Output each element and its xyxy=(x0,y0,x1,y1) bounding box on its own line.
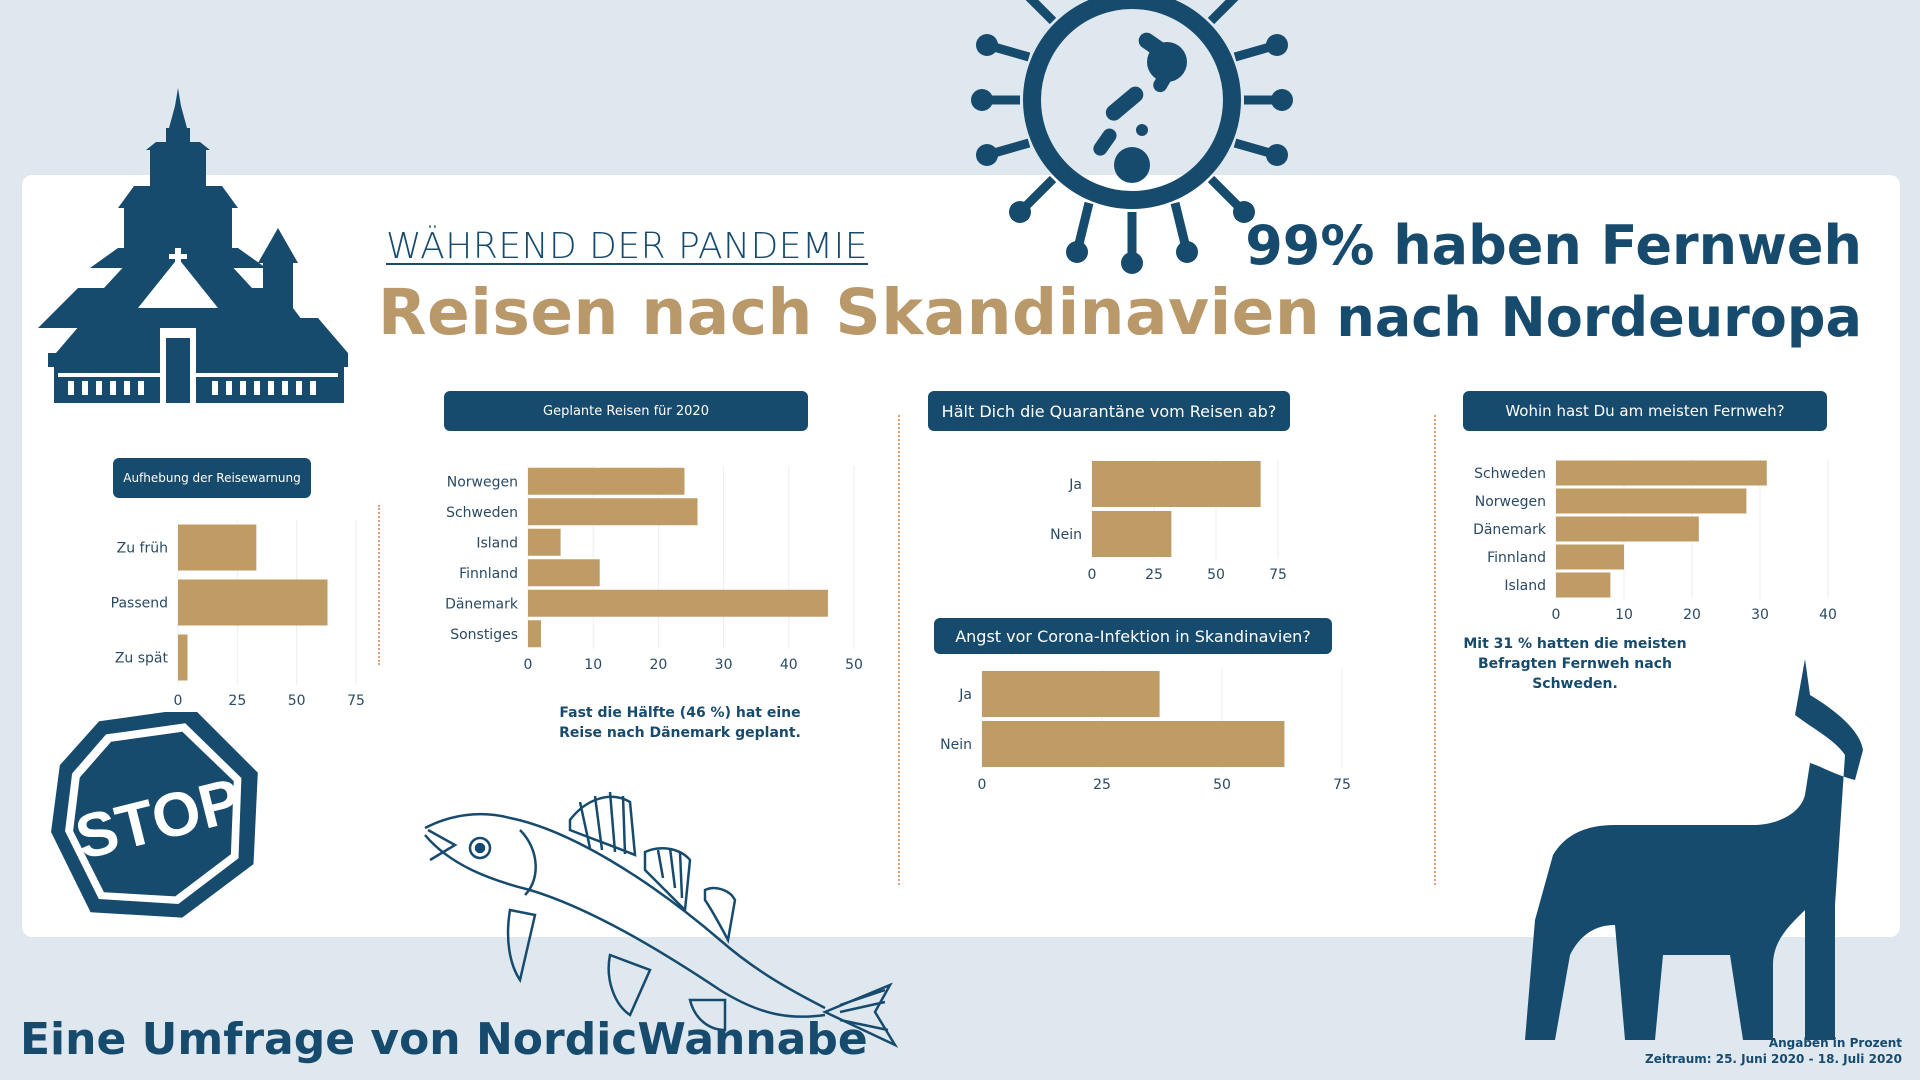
x-tick-label: 30 xyxy=(1751,607,1769,623)
category-label: Zu früh xyxy=(117,541,168,557)
bar-norwegen xyxy=(1556,488,1747,514)
survey-period: Zeitraum: 25. Juni 2020 - 18. Juli 2020 xyxy=(1645,1052,1902,1066)
unit-note: Angaben in Prozent xyxy=(1768,1036,1902,1050)
category-label: Finnland xyxy=(1487,550,1546,566)
bar-dänemark xyxy=(1556,516,1699,542)
category-label: Zu spät xyxy=(115,651,169,667)
note-line: Befragten Fernweh nach xyxy=(1478,656,1672,672)
chart-title-quarantaene: Hält Dich die Quarantäne vom Reisen ab? xyxy=(928,391,1290,431)
x-tick-label: 10 xyxy=(584,657,602,673)
note-line: Fast die Hälfte (46 %) hat eine xyxy=(559,705,801,721)
bar-norwegen xyxy=(528,467,685,495)
bar-island xyxy=(528,528,561,556)
chart-fernweh: 0 10 20 30 40 Schweden Norwegen Dänemark Finnlan… xyxy=(1473,459,1837,623)
chart-aufhebung: 0 25 50 75 Zu früh Passend Zu spät xyxy=(111,520,365,709)
x-tick-label: 25 xyxy=(1093,777,1111,793)
bar-dänemark xyxy=(528,589,828,617)
bar-ja xyxy=(982,671,1160,717)
x-tick-label: 25 xyxy=(1145,567,1163,583)
x-tick-label: 20 xyxy=(649,657,667,673)
bar-zu-spät xyxy=(178,634,188,681)
x-tick-label: 75 xyxy=(1269,567,1287,583)
bar-schweden xyxy=(1556,460,1767,486)
category-label: Island xyxy=(476,535,518,551)
bar-island xyxy=(1556,572,1611,598)
x-tick-label: 50 xyxy=(1207,567,1225,583)
category-label: Island xyxy=(1504,578,1546,594)
chart-title-angst: Angst vor Corona-Infektion in Skandinavi… xyxy=(934,618,1332,654)
bar-schweden xyxy=(528,498,698,526)
note-fernweh: Mit 31 % hatten die meisten Befragten Fe… xyxy=(1455,634,1695,694)
page-title: Reisen nach Skandinavien xyxy=(378,276,1321,349)
bar-nein xyxy=(1092,511,1172,557)
chart-title-fernweh: Wohin hast Du am meisten Fernweh? xyxy=(1463,391,1827,431)
subtitle: WÄHREND DER PANDEMIE xyxy=(386,226,868,267)
chart-angst: 0 25 50 75 Ja Nein xyxy=(940,669,1351,793)
dala-horse-icon xyxy=(1525,659,1863,1040)
category-label: Passend xyxy=(111,596,168,612)
category-label: Schweden xyxy=(446,505,518,521)
category-label: Sonstiges xyxy=(450,627,518,643)
bar-zu-früh xyxy=(178,524,257,571)
stave-church-icon xyxy=(38,88,348,403)
x-tick-label: 0 xyxy=(174,693,183,709)
category-label: Norwegen xyxy=(447,474,518,490)
headline: 99% haben Fernweh nach Nordeuropa xyxy=(1245,210,1862,354)
category-label: Nein xyxy=(1050,527,1082,543)
x-tick-label: 10 xyxy=(1615,607,1633,623)
bar-sonstiges xyxy=(528,620,542,648)
x-tick-label: 40 xyxy=(1819,607,1837,623)
note-geplante: Fast die Hälfte (46 %) hat eine Reise na… xyxy=(530,703,830,743)
x-tick-label: 25 xyxy=(228,693,246,709)
x-tick-label: 40 xyxy=(780,657,798,673)
x-tick-label: 50 xyxy=(1213,777,1231,793)
stop-sign-icon: STOP xyxy=(51,712,258,918)
x-tick-label: 0 xyxy=(978,777,987,793)
x-tick-label: 50 xyxy=(845,657,863,673)
bar-passend xyxy=(178,579,328,626)
bar-ja xyxy=(1092,461,1261,507)
chart-quarantaene: 0 25 50 75 Ja Nein xyxy=(1050,459,1287,583)
note-line: Reise nach Dänemark geplant. xyxy=(559,725,801,741)
bar-finnland xyxy=(528,559,600,587)
fish-icon xyxy=(424,791,899,1048)
divider xyxy=(898,415,900,885)
x-tick-label: 20 xyxy=(1683,607,1701,623)
chart-geplante: 0 10 20 30 40 50 Norwegen Schweden Island Finnlan… xyxy=(445,466,863,673)
chart-title-geplante: Geplante Reisen für 2020 xyxy=(444,391,808,431)
x-tick-label: 50 xyxy=(288,693,306,709)
category-label: Norwegen xyxy=(1475,494,1546,510)
headline-line2: nach Nordeuropa xyxy=(1336,286,1862,349)
footer-credit: Eine Umfrage von NordicWannabe xyxy=(20,1014,868,1065)
divider xyxy=(1434,415,1436,885)
virus-icon xyxy=(971,0,1293,274)
note-line: Mit 31 % hatten die meisten xyxy=(1463,636,1687,652)
x-tick-label: 0 xyxy=(1088,567,1097,583)
category-label: Schweden xyxy=(1474,466,1546,482)
bar-finnland xyxy=(1556,544,1624,570)
x-tick-label: 0 xyxy=(1552,607,1561,623)
chart-title-aufhebung: Aufhebung der Reisewarnung xyxy=(113,458,311,498)
bar-nein xyxy=(982,721,1285,767)
category-label: Nein xyxy=(940,737,972,753)
category-label: Ja xyxy=(1068,477,1082,493)
category-label: Dänemark xyxy=(1473,522,1547,538)
x-tick-label: 30 xyxy=(715,657,733,673)
category-label: Dänemark xyxy=(445,596,519,612)
headline-line1: 99% haben Fernweh xyxy=(1245,214,1862,277)
x-tick-label: 0 xyxy=(524,657,533,673)
x-tick-label: 75 xyxy=(347,693,365,709)
category-label: Ja xyxy=(958,687,972,703)
note-line: Schweden. xyxy=(1532,676,1618,692)
category-label: Finnland xyxy=(459,566,518,582)
x-tick-label: 75 xyxy=(1333,777,1351,793)
divider xyxy=(378,505,380,665)
